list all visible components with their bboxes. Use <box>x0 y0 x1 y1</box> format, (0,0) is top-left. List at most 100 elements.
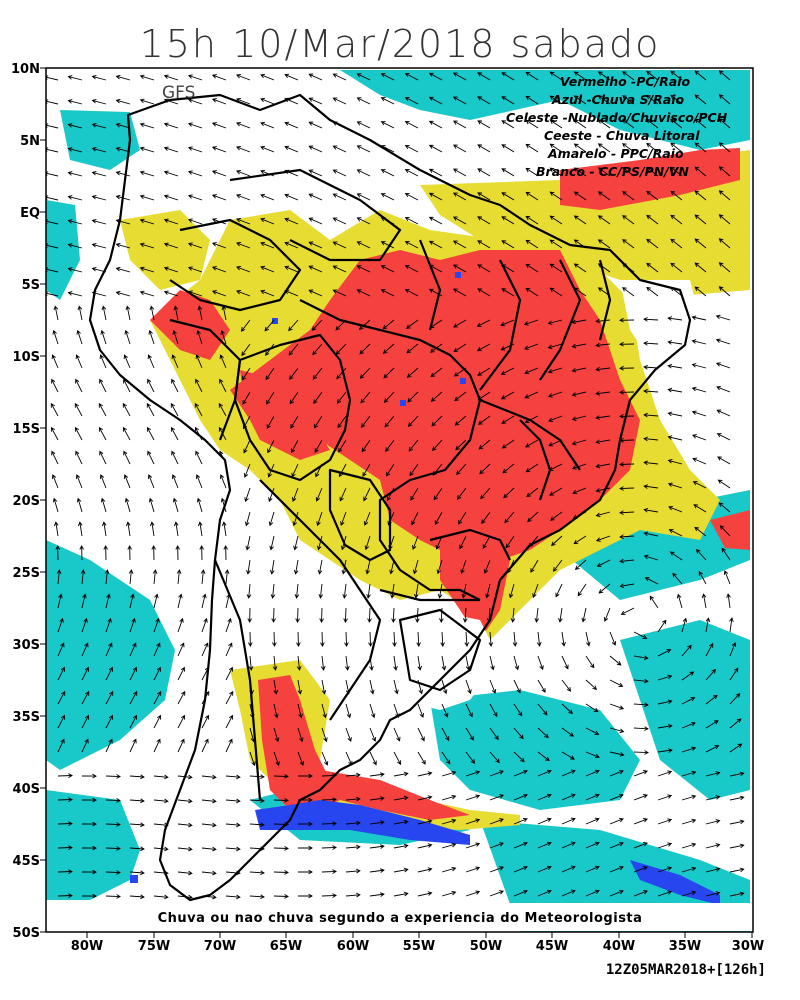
wind-arrow-icon <box>694 262 707 273</box>
wind-arrow-icon <box>551 535 563 547</box>
wind-arrow-icon <box>211 194 227 201</box>
wind-arrow-icon <box>609 769 624 777</box>
wind-arrow-icon <box>434 511 443 526</box>
wind-arrow-icon <box>298 797 313 803</box>
wind-arrow-icon <box>549 191 563 201</box>
wind-arrow-icon <box>385 463 395 477</box>
wind-arrow-icon <box>268 511 275 527</box>
wind-arrow-icon <box>345 844 361 850</box>
wind-arrow-icon <box>383 367 395 379</box>
wind-arrow-icon <box>386 487 395 502</box>
wind-arrow-icon <box>153 846 169 852</box>
wind-arrow-icon <box>153 690 162 705</box>
wind-arrow-icon <box>81 773 97 779</box>
wind-arrow-icon <box>657 674 673 681</box>
wind-arrow-icon <box>308 193 323 201</box>
blue-cell-1 <box>455 272 461 278</box>
boundaries <box>88 93 692 902</box>
wind-arrow-icon <box>718 166 731 177</box>
wind-arrow-icon <box>267 463 275 478</box>
wind-arrow-icon <box>115 74 131 81</box>
wind-arrow-icon <box>115 194 131 201</box>
wind-arrow-icon <box>501 168 515 177</box>
wind-arrow-icon <box>289 367 299 381</box>
wind-arrow-icon <box>489 794 504 801</box>
wind-arrow-icon <box>91 194 107 201</box>
wind-arrow-icon <box>338 463 347 478</box>
wind-arrow-icon <box>380 169 395 177</box>
wind-arrow-icon <box>476 343 491 352</box>
wind-arrow-icon <box>290 439 299 454</box>
wind-arrow-icon <box>345 751 353 766</box>
wind-arrow-icon <box>338 439 347 453</box>
wind-arrow-icon <box>101 521 107 537</box>
wind-arrow-icon <box>195 378 203 393</box>
wind-arrow-icon <box>177 642 185 657</box>
wind-arrow-icon <box>440 631 445 647</box>
wind-arrow-icon <box>298 869 313 875</box>
wind-arrow-icon <box>406 367 419 378</box>
wind-arrow-icon <box>146 402 155 417</box>
wind-arrow-icon <box>465 655 471 671</box>
wind-arrow-icon <box>619 317 635 323</box>
wind-arrow-icon <box>99 378 107 393</box>
wind-arrow-icon <box>691 315 707 321</box>
wind-arrow-icon <box>486 607 492 623</box>
wind-arrow-icon <box>308 265 323 273</box>
wind-arrow-icon <box>356 169 371 177</box>
wind-arrow-icon <box>81 642 89 657</box>
wind-arrow-icon <box>561 889 576 897</box>
wind-arrow-icon <box>721 547 731 561</box>
wind-arrow-icon <box>393 655 398 671</box>
wind-arrow-icon <box>729 667 739 681</box>
y-tick-label: 15S <box>13 422 40 437</box>
wind-arrow-icon <box>525 239 539 249</box>
wind-arrow-icon <box>698 570 707 585</box>
wind-arrow-icon <box>129 593 135 609</box>
wind-arrow-icon <box>619 462 635 467</box>
wind-arrow-icon <box>581 607 587 623</box>
wind-arrow-icon <box>718 502 731 513</box>
wind-arrow-icon <box>609 841 624 849</box>
wind-arrow-icon <box>342 583 347 599</box>
wind-arrow-icon <box>619 414 635 419</box>
wind-arrow-icon <box>260 289 275 297</box>
border-peru <box>169 318 242 441</box>
y-tick-label: EQ <box>20 206 40 221</box>
border-state-8 <box>379 588 480 602</box>
wind-arrow-icon <box>139 290 155 297</box>
wind-arrow-icon <box>411 511 419 526</box>
wind-arrow-icon <box>633 818 648 825</box>
wind-arrow-icon <box>273 870 289 875</box>
wind-arrow-icon <box>597 95 611 105</box>
wind-arrow-icon <box>369 772 385 777</box>
wind-arrow-icon <box>380 97 395 105</box>
continent-outline <box>88 93 692 902</box>
wind-arrow-icon <box>513 865 528 873</box>
wind-arrow-icon <box>52 497 59 513</box>
wind-arrow-icon <box>385 439 395 453</box>
wind-arrow-icon <box>417 843 433 849</box>
wind-arrow-icon <box>382 319 395 330</box>
wind-arrow-icon <box>646 94 659 105</box>
wind-arrow-icon <box>619 510 635 515</box>
wind-arrow-icon <box>340 535 347 551</box>
wind-arrow-icon <box>525 287 539 297</box>
map-title: 15h 10/Mar/2018 sabado <box>139 22 661 66</box>
wind-arrow-icon <box>513 703 523 717</box>
wind-arrow-icon <box>356 193 371 201</box>
wind-arrow-icon <box>125 521 131 537</box>
wind-arrow-icon <box>260 145 275 153</box>
wind-arrow-icon <box>585 865 600 873</box>
wind-arrow-icon <box>404 216 419 225</box>
wind-arrow-icon <box>219 354 227 369</box>
wind-arrow-icon <box>646 190 659 201</box>
wind-arrow-icon <box>225 822 241 828</box>
wind-arrow-icon <box>513 751 525 763</box>
wind-arrow-icon <box>312 367 323 380</box>
wind-arrow-icon <box>81 797 97 803</box>
wind-arrow-icon <box>272 631 277 647</box>
wind-arrow-icon <box>105 617 112 633</box>
wind-arrow-icon <box>360 391 371 404</box>
wind-arrow-icon <box>248 631 253 647</box>
